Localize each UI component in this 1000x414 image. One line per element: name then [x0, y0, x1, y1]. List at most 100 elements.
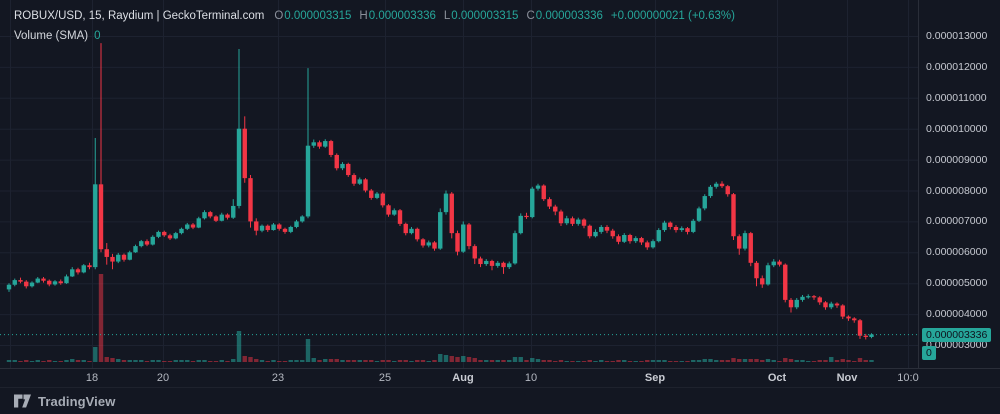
volume-bar: [81, 360, 86, 362]
volume-bar: [553, 361, 558, 362]
volume-bar: [541, 360, 546, 362]
candle-body: [81, 265, 86, 273]
volume-bar: [800, 360, 805, 362]
volume-bar: [64, 360, 69, 362]
candle-body: [288, 226, 293, 232]
candle-body: [489, 260, 495, 266]
candle-body: [420, 239, 426, 246]
candle-body: [748, 233, 753, 263]
candle-body: [156, 231, 161, 237]
volume-bar: [202, 360, 207, 362]
volume-bar: [610, 361, 615, 362]
candle-body: [656, 230, 661, 242]
volume-bar: [535, 359, 541, 362]
candle-body: [236, 128, 242, 206]
tradingview-logo-icon[interactable]: [14, 394, 31, 408]
volume-bar: [633, 361, 638, 362]
volume-bar: [179, 360, 184, 362]
volume-bar: [673, 361, 679, 362]
candle-body: [225, 214, 230, 218]
volume-bar: [386, 360, 391, 362]
candle-body: [495, 262, 500, 266]
volume-bar: [478, 360, 483, 362]
price-tick-label: 0.000003000: [926, 339, 988, 351]
volume-bar: [489, 360, 495, 362]
candle-body: [93, 184, 98, 268]
volume-bar: [98, 274, 104, 362]
volume-bar: [668, 361, 673, 362]
candle-body: [834, 303, 840, 306]
candle-body: [852, 318, 857, 321]
price-axis[interactable]: 0.000003336 0 0.000013000 0.000012000 0.00…: [918, 0, 1000, 368]
volume-bar: [162, 361, 167, 362]
candle-body: [679, 228, 684, 231]
volume-bar: [190, 361, 196, 362]
candle-body: [403, 223, 408, 234]
candle-body: [121, 254, 127, 260]
volume-bar: [840, 359, 845, 362]
volume-bar: [530, 358, 535, 362]
volume-bar: [288, 360, 293, 362]
volume-bar: [380, 360, 385, 362]
legend-volume-row: Volume (SMA) 0: [14, 27, 735, 46]
volume-bar: [392, 361, 397, 362]
volume-bar: [35, 360, 40, 362]
candle-body: [524, 215, 529, 218]
candle-body: [760, 278, 765, 285]
time-axis[interactable]: 18 20 23 25 Aug 10 Sep Oct Nov 10:0: [0, 368, 1000, 388]
candle-body: [650, 241, 656, 248]
candle-body: [685, 228, 690, 232]
volume-bar: [558, 360, 564, 362]
volume-bar: [409, 361, 414, 362]
candle-body: [547, 199, 552, 207]
candle-body: [369, 190, 374, 198]
volume-bar: [731, 358, 736, 362]
volume-bar: [869, 360, 874, 362]
candle-body: [219, 214, 224, 221]
volume-bar: [650, 360, 656, 362]
candle-body: [380, 193, 385, 206]
price-tick-label: 0.000009000: [926, 153, 988, 166]
time-tick-label: 18: [85, 372, 99, 384]
candle-body: [455, 233, 460, 252]
time-tick-label: 25: [378, 372, 392, 384]
tradingview-brand-text[interactable]: TradingView: [38, 393, 116, 409]
candle-body: [35, 278, 40, 283]
candle-body: [478, 258, 483, 265]
candle-body: [351, 175, 357, 184]
candle-body: [47, 280, 52, 285]
volume-bar: [639, 361, 644, 362]
candle-body: [346, 163, 351, 176]
candle-body: [553, 206, 558, 212]
volume-bar: [196, 360, 201, 362]
time-tick-label: 20: [156, 372, 170, 384]
candle-body: [599, 226, 604, 232]
volume-bar: [719, 360, 725, 362]
volume-bar: [570, 361, 575, 362]
volume-bar: [576, 361, 581, 362]
candle-body: [311, 142, 316, 146]
volume-bar: [340, 360, 345, 362]
volume-bar: [581, 361, 587, 362]
volume-bar: [110, 358, 115, 362]
ohlc-values: O 0.000003315 H 0.000003336 L 0.000003315 C…: [274, 7, 735, 26]
candle-body: [392, 210, 397, 215]
candle-body: [6, 284, 12, 290]
candle-body: [254, 221, 259, 231]
candle-body: [133, 246, 138, 253]
volume-bar: [863, 360, 868, 362]
volume-bar: [823, 360, 828, 362]
candle-body: [466, 224, 472, 247]
price-tick-label: 0.000007000: [926, 215, 988, 228]
volume-bar: [225, 361, 230, 362]
candle-body: [294, 221, 299, 227]
volume-bar: [484, 360, 489, 362]
volume-bar: [627, 361, 633, 362]
candle-body: [277, 224, 282, 229]
volume-bar: [461, 356, 466, 362]
volume-bar: [794, 360, 799, 362]
candlestick-chart[interactable]: [0, 0, 918, 368]
candle-body: [564, 218, 569, 224]
candle-body: [300, 216, 305, 222]
